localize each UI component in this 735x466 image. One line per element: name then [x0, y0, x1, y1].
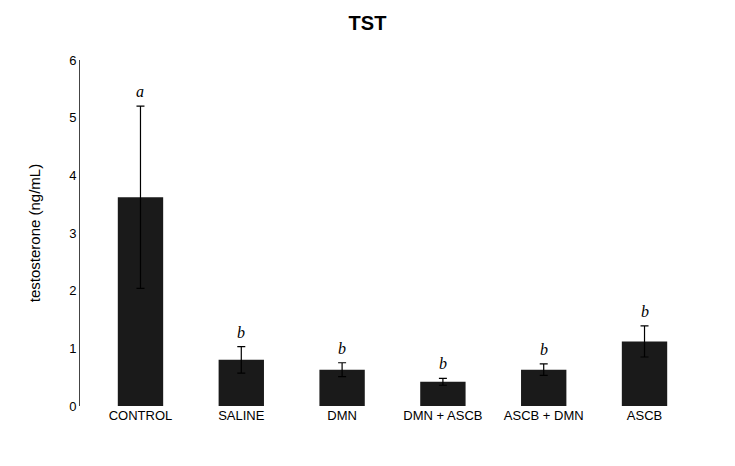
svg-text:1: 1: [69, 341, 76, 356]
svg-text:testosterone (ng/mL): testosterone (ng/mL): [26, 164, 43, 302]
svg-text:3: 3: [69, 226, 76, 241]
svg-text:a: a: [136, 83, 144, 100]
svg-text:5: 5: [69, 110, 76, 125]
svg-text:b: b: [439, 355, 447, 372]
svg-text:SALINE: SALINE: [218, 408, 265, 423]
svg-text:DMN + ASCB: DMN + ASCB: [403, 408, 482, 423]
svg-text:b: b: [641, 303, 649, 320]
svg-text:TST: TST: [349, 12, 387, 34]
svg-text:4: 4: [69, 168, 76, 183]
svg-text:DMN: DMN: [327, 408, 357, 423]
svg-text:CONTROL: CONTROL: [109, 408, 173, 423]
svg-text:b: b: [338, 340, 346, 357]
svg-text:2: 2: [69, 283, 76, 298]
svg-text:ASCB: ASCB: [627, 408, 662, 423]
svg-text:b: b: [540, 341, 548, 358]
svg-text:6: 6: [69, 53, 76, 68]
svg-text:b: b: [237, 324, 245, 341]
svg-text:0: 0: [69, 399, 76, 414]
svg-text:ASCB + DMN: ASCB + DMN: [504, 408, 584, 423]
